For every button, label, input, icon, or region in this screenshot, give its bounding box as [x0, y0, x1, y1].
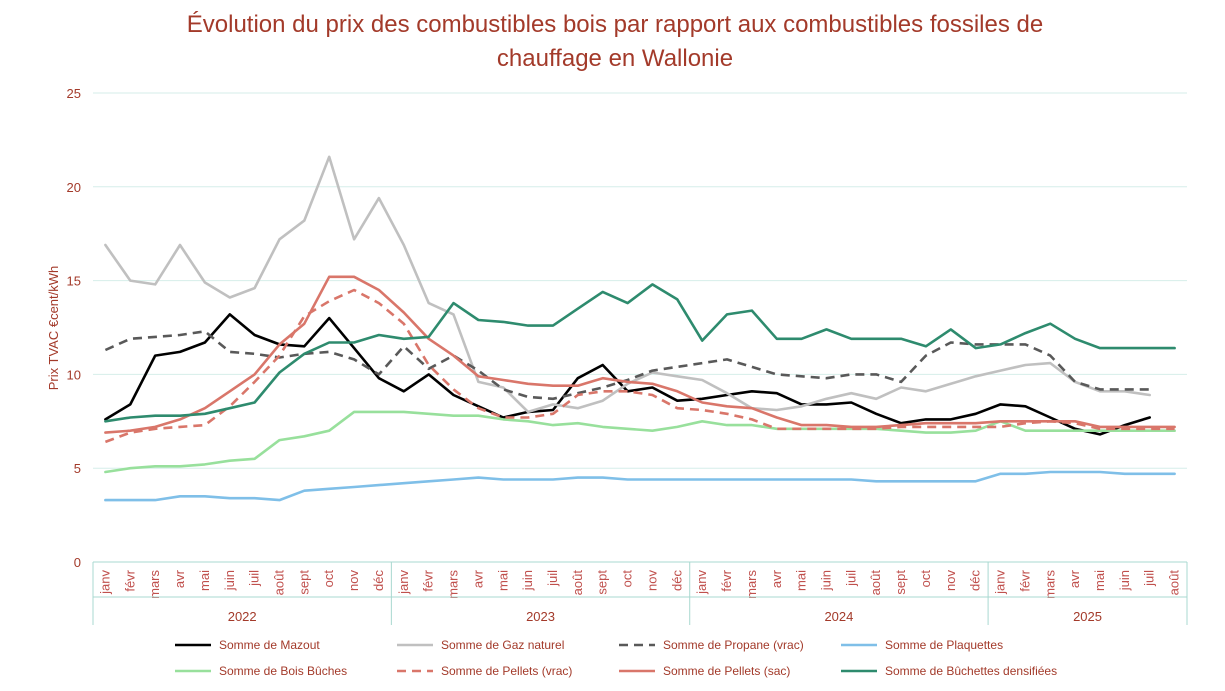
x-tick-label: mai	[1092, 570, 1107, 591]
series-lines	[104, 155, 1176, 502]
x-tick-label: sept	[296, 570, 311, 595]
x-tick-label: août	[868, 570, 883, 596]
legend-label: Somme de Mazout	[219, 638, 320, 652]
legend-label: Somme de Plaquettes	[885, 638, 1003, 652]
chart-title: Évolution du prix des combustibles bois …	[0, 8, 1225, 76]
x-tick-label: juin	[222, 570, 237, 591]
x-tick-label: mai	[495, 570, 510, 591]
year-label: 2022	[228, 609, 257, 624]
x-tick-label: févr	[719, 569, 734, 591]
x-tick-label: oct	[620, 570, 635, 588]
x-tick-label: août	[271, 570, 286, 596]
x-tick-label: juil	[545, 570, 560, 587]
x-tick-label: mars	[446, 570, 461, 599]
series-line	[104, 288, 1175, 444]
series-line	[104, 155, 1151, 414]
x-tick-label: janv	[694, 570, 709, 595]
x-tick-label: janv	[396, 570, 411, 595]
series-line	[104, 275, 1176, 434]
y-tick-label: 10	[67, 367, 81, 382]
legend: Somme de Mazout Somme de Gaz naturel Somme…	[175, 638, 1057, 678]
y-tick-label: 5	[74, 461, 81, 476]
x-tick-label: juil	[1142, 570, 1157, 587]
x-tick-label: nov	[346, 570, 361, 591]
series-line	[104, 330, 1150, 401]
x-tick-label: août	[1167, 570, 1182, 596]
x-tick-label: févr	[122, 569, 137, 591]
legend-label: Somme de Pellets (sac)	[663, 664, 790, 678]
x-tick-label: avr	[470, 569, 485, 588]
x-tick-label: avr	[769, 569, 784, 588]
legend-label: Somme de Bois Bûches	[219, 664, 347, 678]
y-tick-label: 25	[67, 86, 81, 101]
x-tick-label: mars	[147, 570, 162, 599]
x-axis: janv févr mars avr mai juin juil août sept oct nov…	[92, 562, 1188, 625]
series-line	[104, 470, 1176, 502]
x-tick-label: déc	[968, 570, 983, 591]
x-tick-label: oct	[918, 570, 933, 588]
x-tick-label: mai	[794, 570, 809, 591]
y-axis-label: Prix TVAC €cent/kWh	[46, 266, 61, 391]
x-tick-label: janv	[993, 570, 1008, 595]
legend-label: Somme de Bûchettes densifiées	[885, 664, 1057, 678]
x-tick-label: avr	[1067, 569, 1082, 588]
y-axis-ticks: 0 5 10 15 20 25	[67, 86, 81, 570]
chart-title-line-1: Évolution du prix des combustibles bois …	[186, 11, 1044, 38]
y-tick-label: 0	[74, 555, 81, 570]
year-label: 2023	[526, 609, 555, 624]
x-tick-label: mai	[197, 570, 212, 591]
x-tick-label: août	[570, 570, 585, 596]
year-label: 2024	[824, 609, 853, 624]
year-label: 2025	[1073, 609, 1102, 624]
legend-label: Somme de Gaz naturel	[441, 638, 564, 652]
x-tick-label: mars	[744, 570, 759, 599]
x-tick-label: oct	[321, 570, 336, 588]
x-tick-label: avr	[172, 569, 187, 588]
legend-label: Somme de Propane (vrac)	[663, 638, 804, 652]
legend-label: Somme de Pellets (vrac)	[441, 664, 572, 678]
y-tick-label: 20	[67, 180, 81, 195]
gridlines	[93, 92, 1187, 563]
x-tick-label: févr	[421, 569, 436, 591]
x-tick-label: sept	[893, 570, 908, 595]
y-tick-label: 15	[67, 274, 81, 289]
x-tick-label: févr	[1017, 569, 1032, 591]
x-tick-label: déc	[371, 570, 386, 591]
x-tick-label: juil	[247, 570, 262, 587]
x-tick-label: juin	[818, 570, 833, 591]
x-tick-label: juin	[520, 570, 535, 591]
x-tick-label: juil	[843, 570, 858, 587]
x-tick-label: nov	[943, 570, 958, 591]
x-tick-label: janv	[97, 570, 112, 595]
x-tick-label: déc	[669, 570, 684, 591]
series-line	[104, 283, 1176, 423]
x-tick-label: mars	[1042, 570, 1057, 599]
x-tick-label: nov	[644, 570, 659, 591]
x-tick-label: sept	[595, 570, 610, 595]
chart-title-line-2: chauffage en Wallonie	[496, 45, 734, 72]
x-tick-label: juin	[1117, 570, 1132, 591]
